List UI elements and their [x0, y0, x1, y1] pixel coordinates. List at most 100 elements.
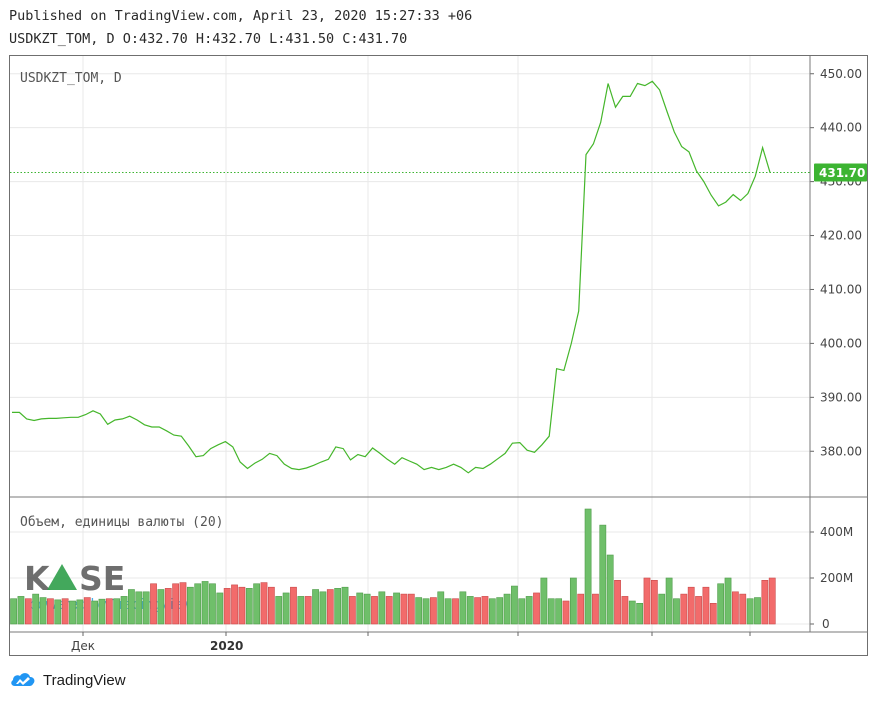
volume-bar	[754, 597, 761, 625]
chart-frame[interactable]	[9, 55, 868, 656]
volume-bar	[407, 593, 415, 625]
price-tick-label: 420.00	[820, 229, 862, 243]
volume-bars	[10, 508, 776, 625]
volume-bar	[525, 596, 533, 625]
volume-bar	[349, 596, 356, 625]
volume-bar	[135, 591, 143, 625]
volume-bar	[363, 593, 371, 625]
volume-bar	[599, 524, 607, 625]
volume-bar	[540, 577, 548, 625]
tradingview-footer-logo[interactable]: TradingView	[9, 670, 126, 690]
volume-bar	[650, 579, 658, 625]
volume-bar	[459, 591, 467, 625]
volume-bar	[717, 583, 725, 625]
volume-bar	[378, 591, 386, 625]
volume-bar	[371, 596, 378, 625]
volume-bar	[437, 591, 445, 625]
volume-bar	[83, 597, 91, 625]
volume-bar	[312, 589, 319, 625]
volume-bar	[304, 596, 312, 625]
volume-bar	[673, 598, 680, 625]
volume-bar	[488, 598, 496, 625]
price-tick-label: 400.00	[820, 336, 862, 350]
volume-bar	[680, 593, 688, 625]
axes: 450.00440.00430.00420.00410.00400.00390.…	[10, 56, 868, 653]
x-label-dek: Дек	[71, 639, 95, 653]
volume-bar	[400, 593, 408, 625]
last-price-tag	[814, 163, 867, 182]
volume-bar	[54, 599, 62, 625]
volume-bar	[393, 592, 400, 625]
volume-bar	[430, 597, 437, 625]
volume-bar	[186, 586, 194, 625]
volume-bar	[503, 593, 511, 625]
volume-bar	[687, 586, 695, 625]
volume-bar	[39, 597, 47, 625]
volume-bar	[385, 596, 393, 625]
volume-bar	[216, 592, 224, 625]
volume-bar	[47, 598, 54, 625]
volume-bar	[724, 577, 732, 625]
volume-bar	[76, 599, 84, 625]
kase-letter-k: K	[24, 559, 51, 598]
price-tick-label: 380.00	[820, 444, 862, 458]
volume-bar	[194, 583, 202, 625]
volume-bar	[290, 586, 297, 625]
volume-bar	[658, 593, 666, 625]
volume-bar	[98, 598, 106, 625]
volume-bar	[10, 598, 17, 625]
tradingview-brand-text: TradingView	[43, 671, 126, 689]
volume-bar	[142, 591, 150, 625]
volume-bar	[768, 577, 776, 625]
volume-bar	[253, 583, 261, 625]
volume-bar	[231, 584, 238, 625]
tradingview-cloud-icon	[11, 673, 35, 686]
volume-bar	[275, 596, 283, 625]
x-label-2020: 2020	[210, 639, 243, 653]
grid-lines	[10, 56, 810, 632]
kase-triangle-icon	[47, 564, 77, 590]
volume-bar	[518, 598, 526, 625]
price-series-line	[12, 80, 771, 474]
price-tick-label: 450.00	[820, 67, 862, 81]
volume-bar	[172, 583, 180, 625]
volume-bar	[614, 579, 621, 625]
vol-tick-label: 200M	[820, 571, 853, 585]
volume-bar	[341, 586, 349, 625]
volume-bar	[61, 598, 69, 625]
volume-bar	[238, 586, 246, 625]
ohlc-header: USDKZT_TOM, D O:432.70 H:432.70 L:431.50…	[9, 31, 408, 47]
volume-bar	[91, 600, 98, 625]
volume-bar	[128, 589, 135, 625]
price-tick-label: 410.00	[820, 282, 862, 296]
price-pane-title: USDKZT_TOM, D	[20, 71, 122, 86]
price-tick-label: 440.00	[820, 121, 862, 135]
volume-bar	[628, 600, 636, 625]
volume-bar	[164, 588, 172, 625]
kase-letters-se: SE	[79, 559, 125, 598]
price-tick-label: 390.00	[820, 390, 862, 404]
volume-bar	[695, 596, 702, 625]
volume-bar	[157, 589, 165, 625]
volume-bar	[209, 583, 216, 625]
last-price-label: 431.70	[819, 166, 865, 180]
volume-bar	[592, 593, 599, 625]
volume-bar	[415, 597, 423, 625]
volume-bar	[69, 600, 76, 625]
volume-pane-title: Объем, единицы валюты (20)	[20, 515, 224, 530]
vol-tick-label: 400M	[820, 525, 853, 539]
volume-bar	[356, 592, 364, 625]
volume-bar	[113, 598, 121, 625]
volume-bar	[201, 581, 209, 625]
volume-bar	[621, 596, 629, 625]
volume-bar	[761, 579, 769, 625]
volume-bar	[577, 593, 585, 625]
volume-bar	[422, 598, 430, 625]
volume-bar	[260, 582, 268, 625]
volume-bar	[319, 591, 327, 625]
volume-bar	[643, 577, 651, 625]
volume-bar	[474, 597, 481, 625]
vol-tick-label: 0	[822, 617, 830, 631]
volume-bar	[17, 596, 25, 625]
